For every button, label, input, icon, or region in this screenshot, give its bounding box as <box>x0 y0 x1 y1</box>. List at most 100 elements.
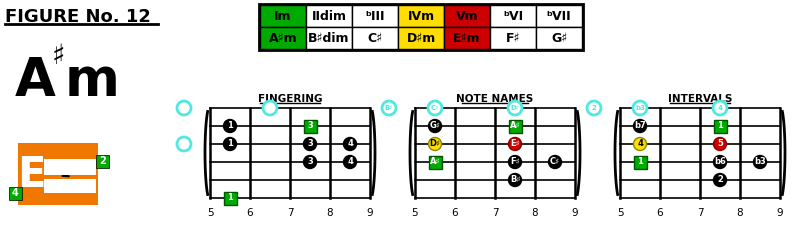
Text: E: E <box>17 154 46 196</box>
Text: D♯m: D♯m <box>406 31 436 45</box>
Text: D♯: D♯ <box>510 105 519 111</box>
Text: ♯: ♯ <box>52 42 66 70</box>
Text: 8: 8 <box>326 208 334 218</box>
Text: C♯: C♯ <box>367 31 382 45</box>
Text: 4: 4 <box>347 158 353 167</box>
Bar <box>714 119 726 133</box>
Bar <box>490 5 536 27</box>
Bar <box>96 155 109 168</box>
Text: B♯: B♯ <box>510 175 520 184</box>
Text: 6: 6 <box>657 208 663 218</box>
Text: 2: 2 <box>592 105 596 111</box>
Circle shape <box>714 174 726 187</box>
Bar <box>444 5 490 27</box>
Bar <box>306 5 352 27</box>
Text: A♯: A♯ <box>430 158 440 167</box>
Circle shape <box>549 155 562 169</box>
Circle shape <box>343 138 357 150</box>
Text: FIGURE No. 12: FIGURE No. 12 <box>5 8 151 26</box>
Bar <box>536 27 582 49</box>
Circle shape <box>429 138 442 150</box>
Circle shape <box>177 137 191 151</box>
Circle shape <box>303 138 317 150</box>
Text: F♯: F♯ <box>510 158 520 167</box>
Text: E♯m: E♯m <box>454 31 481 45</box>
Text: 1: 1 <box>717 122 723 130</box>
Text: G♯: G♯ <box>551 31 567 45</box>
Text: 2: 2 <box>99 157 106 167</box>
Text: B♯dim: B♯dim <box>308 31 350 45</box>
Circle shape <box>429 119 442 133</box>
Text: ᵇIII: ᵇIII <box>366 10 385 23</box>
Bar <box>44 179 96 193</box>
Circle shape <box>633 101 647 115</box>
Text: IVm: IVm <box>407 10 434 23</box>
Text: 8: 8 <box>737 208 743 218</box>
Circle shape <box>177 101 191 115</box>
Text: C♯: C♯ <box>550 158 560 167</box>
Bar <box>352 27 398 49</box>
Bar <box>260 27 306 49</box>
Text: b3: b3 <box>754 158 766 167</box>
Bar <box>444 27 490 49</box>
Bar <box>398 27 444 49</box>
Text: 1: 1 <box>227 139 233 149</box>
Circle shape <box>343 155 357 169</box>
Text: 7: 7 <box>697 208 703 218</box>
Text: 9: 9 <box>366 208 374 218</box>
Text: 4: 4 <box>12 188 19 198</box>
Text: b3: b3 <box>635 105 645 111</box>
Text: 9: 9 <box>777 208 783 218</box>
Text: 5: 5 <box>206 208 214 218</box>
Circle shape <box>303 155 317 169</box>
Circle shape <box>509 138 522 150</box>
Bar <box>44 159 96 175</box>
Text: 2: 2 <box>717 175 723 184</box>
Bar <box>18 143 98 205</box>
Text: b6: b6 <box>714 158 726 167</box>
Bar <box>260 5 306 27</box>
Circle shape <box>428 101 442 115</box>
Text: 3: 3 <box>307 139 313 149</box>
Circle shape <box>223 138 237 150</box>
Bar <box>303 119 317 133</box>
Circle shape <box>634 119 646 133</box>
Bar <box>490 27 536 49</box>
Text: 8: 8 <box>532 208 538 218</box>
Text: b7: b7 <box>634 122 646 130</box>
Bar <box>398 5 444 27</box>
Text: NOTE NAMES: NOTE NAMES <box>456 94 534 104</box>
Circle shape <box>509 155 522 169</box>
Text: G♯: G♯ <box>430 122 441 130</box>
Text: F♯: F♯ <box>506 31 520 45</box>
Bar <box>634 155 646 169</box>
Text: ᵇVI: ᵇVI <box>503 10 523 23</box>
Text: E♯: E♯ <box>510 139 520 149</box>
Text: 1: 1 <box>637 158 643 167</box>
Bar <box>352 5 398 27</box>
Text: 5: 5 <box>412 208 418 218</box>
Circle shape <box>223 119 237 133</box>
Text: 3: 3 <box>307 158 313 167</box>
Text: 6: 6 <box>452 208 458 218</box>
Text: 5: 5 <box>617 208 623 218</box>
Text: Vm: Vm <box>456 10 478 23</box>
Text: 7: 7 <box>492 208 498 218</box>
Text: 1: 1 <box>227 193 233 203</box>
Text: 4: 4 <box>718 105 722 111</box>
Circle shape <box>714 155 726 169</box>
Text: A♯m: A♯m <box>269 31 298 45</box>
Text: A: A <box>15 55 56 107</box>
Text: B♯: B♯ <box>385 105 394 111</box>
Text: m: m <box>65 55 120 107</box>
Bar <box>536 5 582 27</box>
Text: 1: 1 <box>227 122 233 130</box>
Circle shape <box>508 101 522 115</box>
Circle shape <box>754 155 766 169</box>
Circle shape <box>587 101 601 115</box>
Text: ᵇVII: ᵇVII <box>546 10 571 23</box>
Text: D♯: D♯ <box>430 139 441 149</box>
Circle shape <box>714 138 726 150</box>
Text: C♯: C♯ <box>430 105 439 111</box>
Circle shape <box>509 174 522 187</box>
